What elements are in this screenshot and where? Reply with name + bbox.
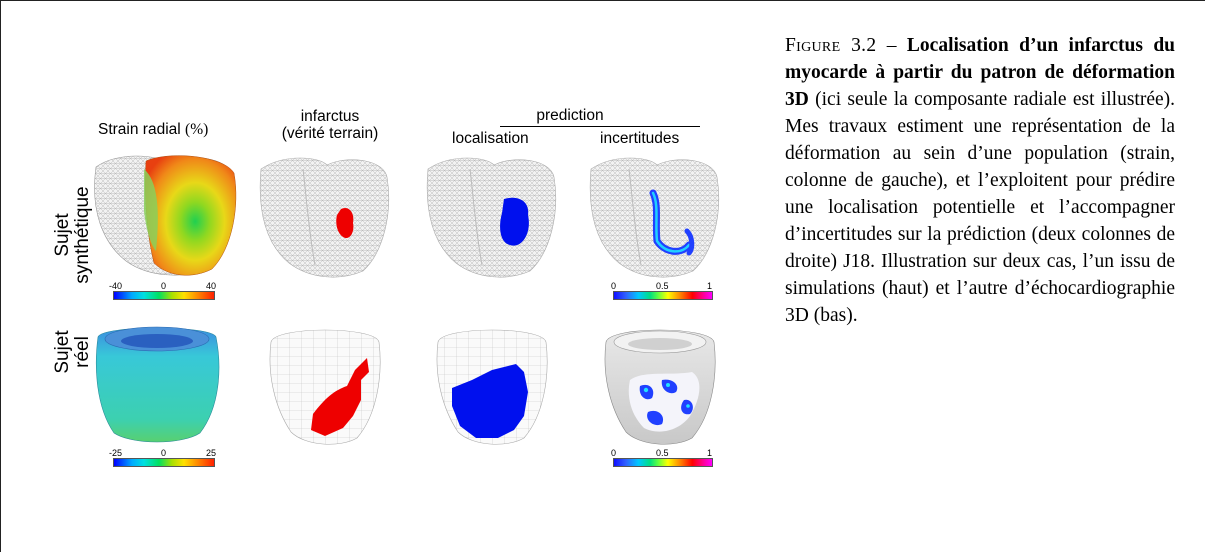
header-infarctus: infarctus (vérité terrain): [260, 108, 400, 142]
tick-strain-syn-max: 40: [206, 281, 217, 291]
header-localisation: localisation: [452, 130, 529, 147]
row-label-real-line1: Sujet: [52, 330, 73, 374]
caption-label: Figure 3.2: [785, 35, 877, 56]
panel-real-localisation: [436, 329, 548, 445]
tick-strain-real-min: -25: [109, 448, 123, 458]
caption-title: Localisation d’un infarctus du myocarde …: [785, 35, 1176, 110]
figure: Strain radial (%) infarctus (vérité terr…: [52, 75, 730, 475]
tick-unc-real-mid: 0.5: [656, 448, 669, 458]
prediction-rule: [500, 126, 700, 127]
tick-unc-syn-mid: 0.5: [656, 281, 669, 291]
panel-real-infarct: [269, 329, 381, 445]
tick-strain-syn-mid: 0: [161, 281, 167, 291]
row-label-synthetic: Sujet synthétique: [52, 180, 93, 290]
header-incertitudes: incertitudes: [600, 130, 680, 147]
panel-real-uncertainty: [604, 329, 716, 445]
colorbar-strain-synthetic: [113, 291, 215, 300]
header-prediction: prediction: [536, 107, 604, 124]
tick-unc-real-max: 1: [707, 448, 713, 458]
figure-caption: Figure 3.2 – Localisation d’un infarctus…: [785, 32, 1175, 329]
panel-synthetic-strain: [94, 155, 237, 276]
caption-dash: –: [876, 35, 907, 56]
tick-strain-real-max: 25: [206, 448, 217, 458]
tick-strain-real-mid: 0: [161, 448, 167, 458]
header-infarctus-line1: infarctus: [300, 108, 360, 125]
row-label-real: Sujet réel: [52, 297, 93, 407]
header-strain: Strain radial (%): [98, 121, 208, 138]
header-strain-text: Strain radial: [98, 121, 181, 138]
row-label-synthetic-line1: Sujet: [52, 213, 73, 257]
tick-unc-real-min: 0: [611, 448, 617, 458]
colorbar-uncertainty-synthetic: [613, 291, 713, 300]
tick-unc-syn-min: 0: [611, 281, 617, 291]
caption-body: (ici seule la composante radiale est ill…: [785, 89, 1175, 326]
tick-strain-syn-min: -40: [109, 281, 123, 291]
panel-synthetic-uncertainty: [589, 157, 720, 278]
colorbar-uncertainty-real: [613, 458, 713, 467]
row-label-real-line2: réel: [72, 336, 93, 368]
colorbar-strain-real: [113, 458, 215, 467]
panel-real-strain: [95, 326, 220, 443]
tick-unc-syn-max: 1: [707, 281, 713, 291]
header-infarctus-line2: (vérité terrain): [281, 125, 379, 142]
panel-synthetic-infarct: [259, 157, 390, 278]
header-strain-unit: (%): [185, 121, 209, 138]
panel-synthetic-localisation: [426, 157, 557, 278]
